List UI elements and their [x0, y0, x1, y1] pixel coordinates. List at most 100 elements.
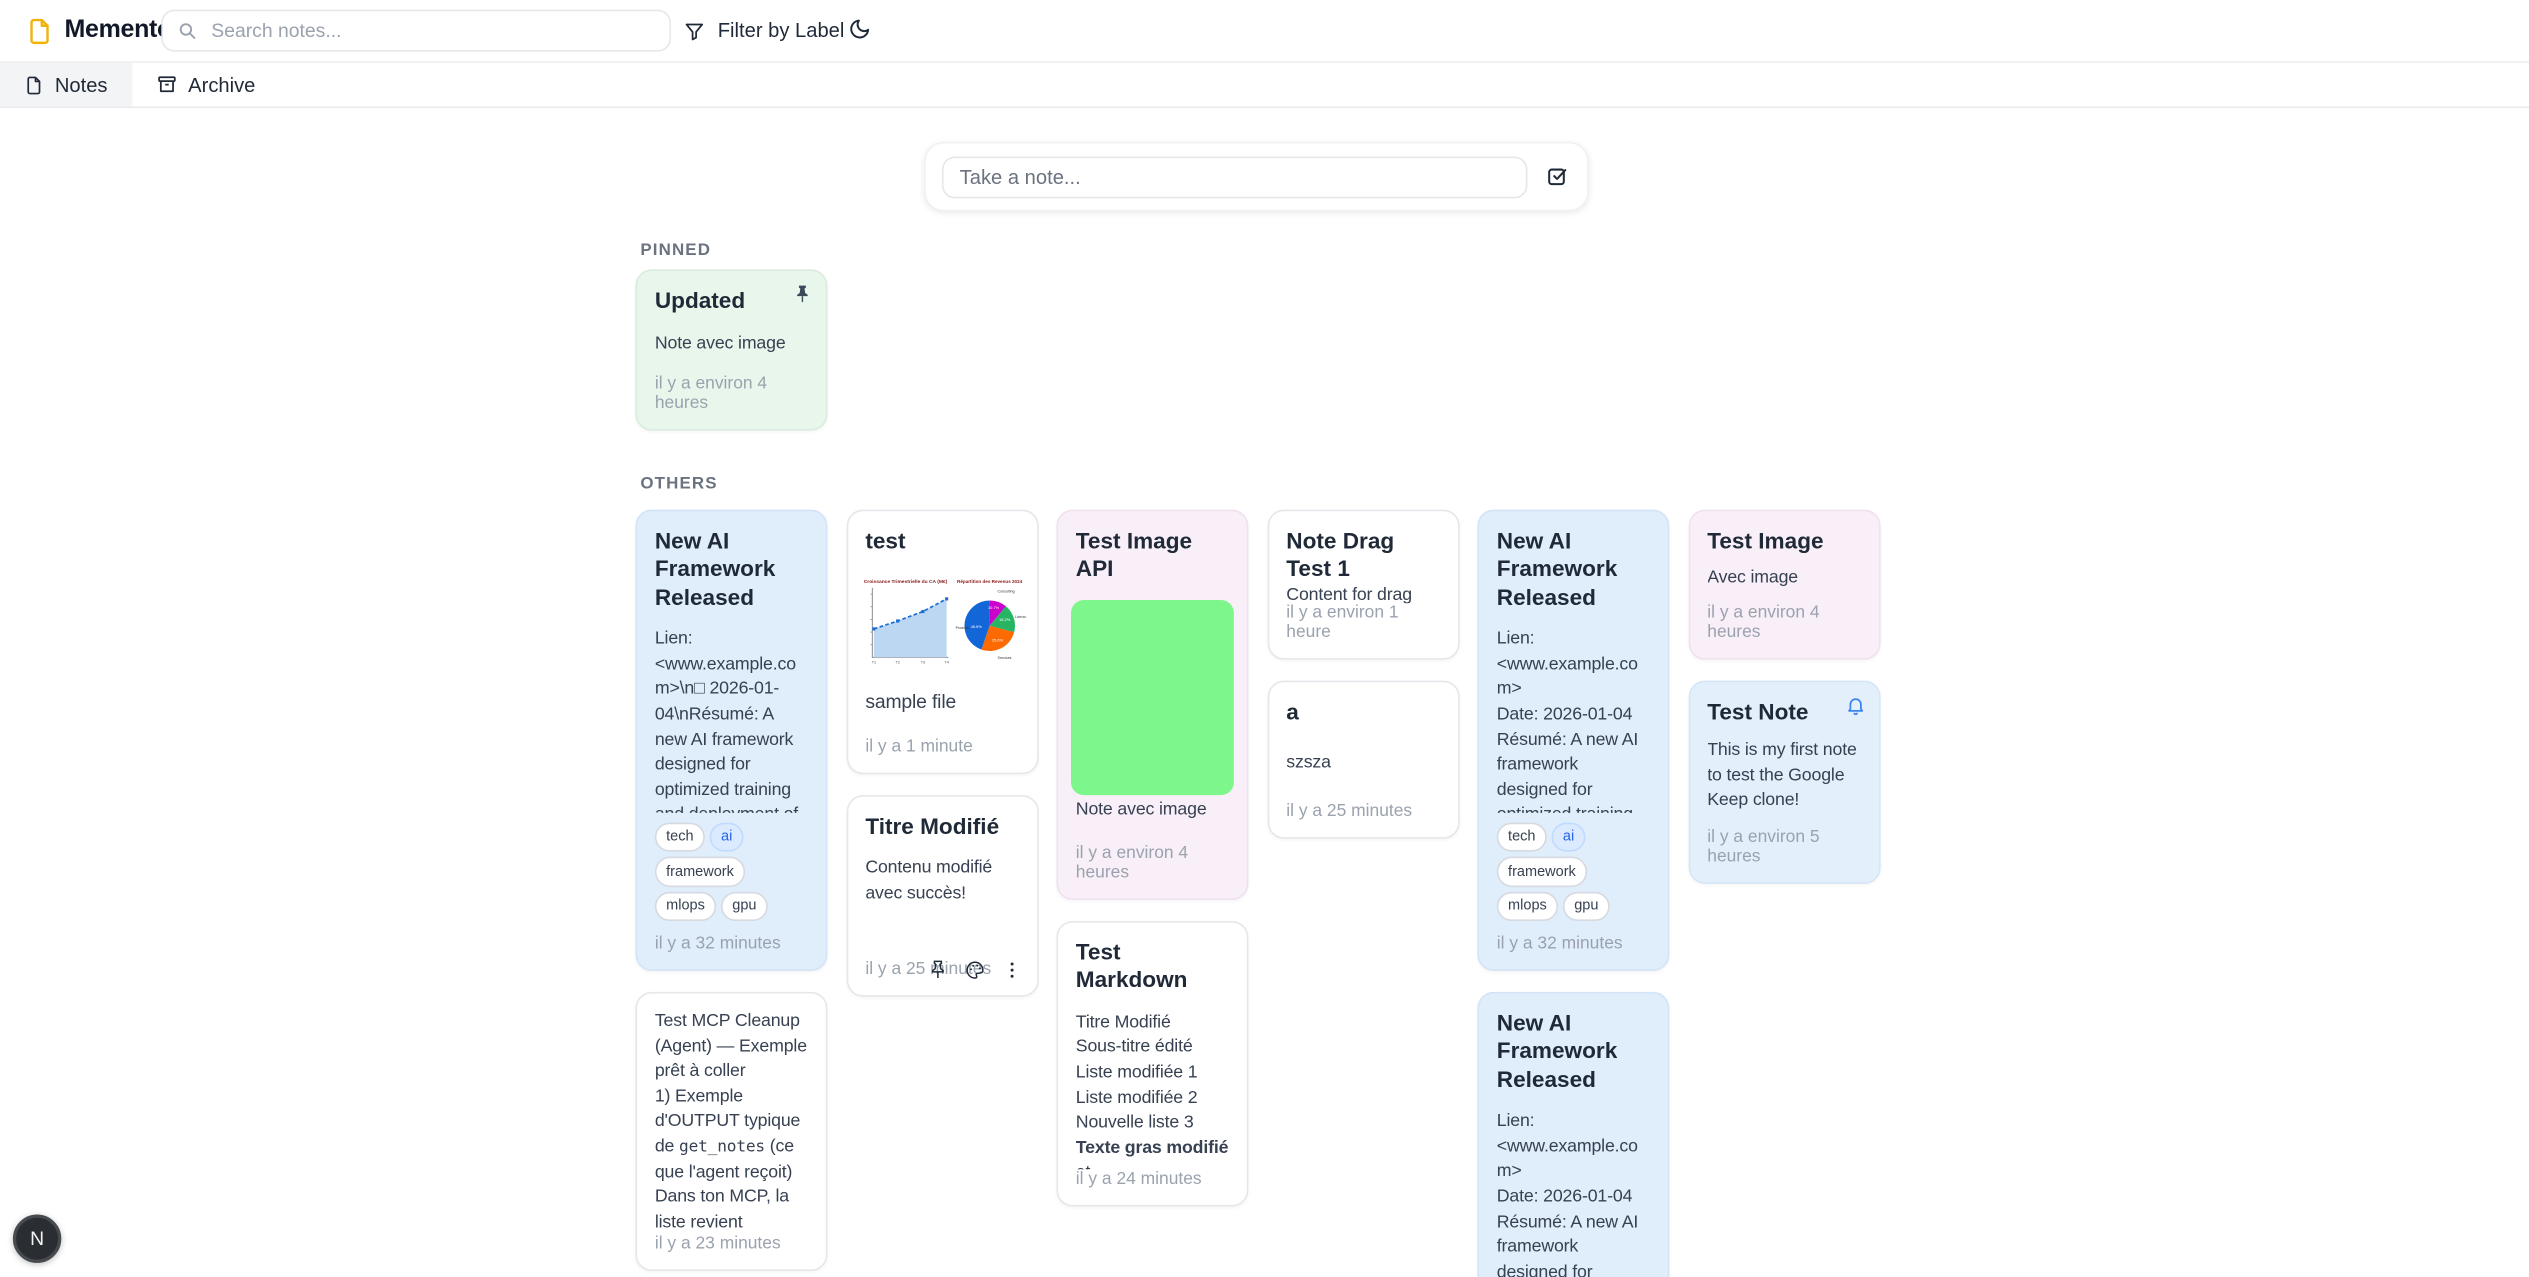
tag-mlops[interactable]: mlops — [654, 891, 717, 921]
note-card-updated[interactable]: Updated Note avec image il y a environ 4… — [635, 269, 828, 431]
note-title: Note Drag Test 1 — [1286, 527, 1395, 582]
filter-by-label-button[interactable]: Filter by Label — [684, 11, 845, 50]
note-title: test — [865, 527, 906, 554]
svg-text:Produits: Produits — [956, 626, 969, 630]
note-timestamp: il y a 25 minutes — [1286, 801, 1413, 821]
svg-text:T2: T2 — [895, 661, 899, 665]
note-timestamp: il y a environ 1 heure — [1286, 603, 1399, 642]
tag-mlops[interactable]: mlops — [1496, 891, 1559, 921]
svg-text:18.2%: 18.2% — [1000, 618, 1012, 623]
note-card-a[interactable]: a szsza il y a 25 minutes — [1266, 680, 1459, 839]
note-content: Content for drag test — [1286, 585, 1412, 604]
note-timestamp: il y a 25 minutes — [865, 959, 992, 980]
note-title: a — [1286, 698, 1299, 725]
note-content: Lien: <www.example.com> Date: 2026-01-04… — [1496, 1111, 1639, 1277]
tag-tech[interactable]: tech — [654, 821, 705, 852]
note-card-test[interactable]: test Croissance Trimestrielle du CA (M€) — [845, 509, 1038, 775]
tab-archive[interactable]: Archive — [132, 63, 280, 107]
note-card-note-drag-test[interactable]: Note Drag Test 1 Content for drag test i… — [1266, 509, 1459, 660]
tag-framework[interactable]: framework — [1496, 856, 1588, 887]
moon-icon — [848, 18, 871, 41]
app-header: Memento Filter by Label — [0, 0, 2529, 62]
svg-text:Services: Services — [998, 657, 1012, 661]
note-timestamp: il y a environ 4 heures — [1075, 843, 1189, 883]
note-content: This is my first note to test the Google… — [1707, 740, 1857, 811]
tag-ai[interactable]: ai — [1551, 821, 1586, 852]
note-image-attachments: Croissance Trimestrielle du CA (M€) T1 — [858, 571, 1025, 675]
svg-text:T3: T3 — [920, 661, 924, 665]
grid-column-3: Test Image API Note avec image il y a en… — [1056, 509, 1249, 1207]
note-timestamp: il y a 32 minutes — [654, 933, 781, 954]
tag-gpu[interactable]: gpu — [720, 891, 768, 921]
svg-text:25.6%: 25.6% — [993, 638, 1005, 643]
line-chart-thumbnail[interactable]: Croissance Trimestrielle du CA (M€) T1 — [858, 571, 951, 675]
note-title: Test Image — [1707, 527, 1824, 554]
dark-mode-toggle[interactable] — [845, 15, 874, 44]
tab-notes[interactable]: Notes — [0, 62, 132, 107]
note-timestamp: il y a environ 5 heures — [1707, 827, 1820, 867]
note-file-label: sample file — [865, 690, 957, 714]
note-card-titre-modifie[interactable]: Titre Modifié Contenu modifié avec succè… — [845, 795, 1038, 997]
note-card-new-ai-framework-1[interactable]: New AI Framework Released Lien: <www.exa… — [635, 509, 828, 971]
note-tags: tech ai framework mlops gpu — [1496, 812, 1650, 921]
note-card-new-ai-framework-3[interactable]: New AI Framework Released Lien: <www.exa… — [1477, 991, 1670, 1277]
green-image-attachment[interactable] — [1070, 599, 1234, 795]
tab-notes-label: Notes — [54, 73, 108, 96]
grid-column-6: Test Image Avec image il y a environ 4 h… — [1687, 509, 1880, 884]
note-title: New AI Framework Released — [1496, 1009, 1618, 1092]
svg-text:10.7%: 10.7% — [989, 606, 1001, 611]
funnel-icon — [684, 20, 705, 41]
more-options-button[interactable] — [1001, 960, 1022, 981]
pin-icon[interactable] — [792, 284, 813, 313]
tab-archive-label: Archive — [188, 73, 256, 96]
note-timestamp: il y a 32 minutes — [1496, 933, 1623, 954]
tag-gpu[interactable]: gpu — [1562, 891, 1610, 921]
tag-framework[interactable]: framework — [654, 856, 746, 887]
svg-text:T4: T4 — [944, 661, 948, 665]
app-title: Memento — [64, 16, 173, 44]
checklist-button[interactable] — [1542, 162, 1571, 191]
note-title: Test Markdown — [1075, 938, 1188, 993]
pinned-section-label: PINNED — [640, 240, 712, 260]
note-content: Note avec image — [1075, 800, 1207, 820]
tag-tech[interactable]: tech — [1496, 821, 1547, 852]
palette-button[interactable] — [964, 960, 985, 981]
pie-chart-thumbnail[interactable]: Répartition des Revenus 2024 45.5% 25.6%… — [955, 571, 1025, 675]
pin-note-button[interactable] — [927, 960, 948, 981]
note-title: Test Image API — [1075, 527, 1193, 582]
note-title: Test Note — [1707, 698, 1809, 725]
note-content: Test MCP Cleanup (Agent) — Exemple prêt … — [654, 1011, 807, 1233]
note-timestamp: il y a environ 4 heures — [1707, 603, 1820, 642]
tag-ai[interactable]: ai — [709, 821, 744, 852]
take-a-note-input[interactable] — [941, 155, 1528, 198]
note-timestamp: il y a 23 minutes — [654, 1233, 781, 1254]
note-title: New AI Framework Released — [1496, 527, 1618, 610]
note-card-test-image-api[interactable]: Test Image API Note avec image il y a en… — [1056, 509, 1249, 900]
note-timestamp: il y a 24 minutes — [1075, 1169, 1202, 1189]
grid-column-1: New AI Framework Released Lien: <www.exa… — [635, 509, 828, 1271]
note-content: Note avec image — [654, 333, 786, 354]
note-card-new-ai-framework-2[interactable]: New AI Framework Released Lien: <www.exa… — [1477, 509, 1670, 971]
note-content: Contenu modifié avec succès! — [865, 858, 993, 904]
search-input[interactable] — [208, 17, 655, 44]
search-bar[interactable] — [161, 9, 671, 52]
note-card-test-note[interactable]: Test Note This is my first note to test … — [1687, 680, 1880, 884]
archive-box-icon — [156, 74, 177, 95]
user-avatar[interactable]: N — [12, 1214, 62, 1263]
others-section-label: OTHERS — [640, 474, 718, 494]
note-card-test-mcp-cleanup[interactable]: Test MCP Cleanup (Agent) — Exemple prêt … — [635, 991, 828, 1271]
note-title: New AI Framework Released — [654, 527, 776, 610]
note-card-test-markdown[interactable]: Test Markdown Titre Modifié Sous-titre é… — [1056, 920, 1249, 1207]
filter-by-label-text: Filter by Label — [717, 19, 845, 42]
note-content: Avec image — [1707, 568, 1799, 588]
search-icon — [177, 21, 196, 40]
note-content: Lien: <www.example.com> Date: 2026-01-04… — [1496, 629, 1639, 812]
note-content: Lien: <www.example.com>\n□ 2026-01-04\nR… — [654, 629, 798, 812]
reminder-bell-icon[interactable] — [1844, 695, 1865, 724]
note-card-test-image[interactable]: Test Image Avec image il y a environ 4 h… — [1687, 509, 1880, 660]
note-content: szsza — [1286, 753, 1331, 773]
svg-text:Consulting: Consulting — [998, 590, 1015, 594]
note-composer — [924, 141, 1589, 212]
tab-bar: Notes Archive — [0, 61, 2529, 109]
